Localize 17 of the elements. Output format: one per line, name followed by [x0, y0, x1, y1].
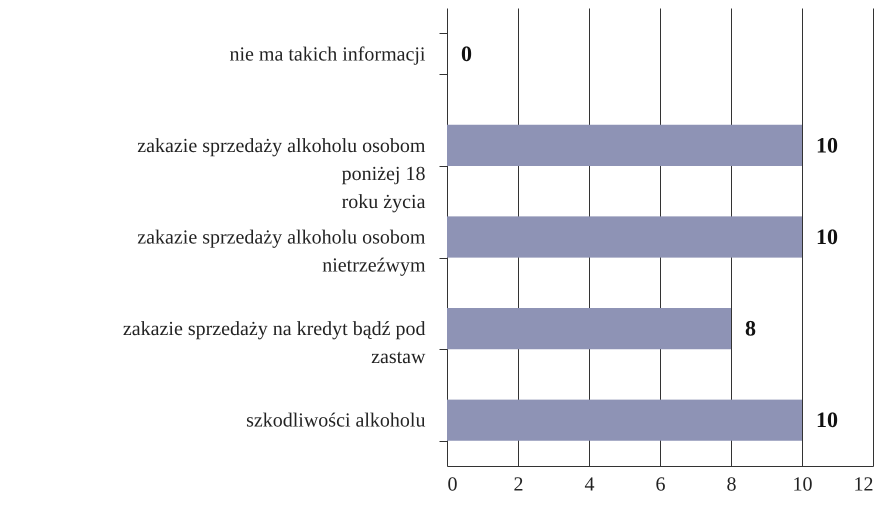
y-tick-label: zakazie sprzedaży alkoholu osobom nietrzeźwym	[137, 226, 426, 276]
data-label: 10	[816, 224, 838, 249]
y-tick-label: szkodliwości alkoholu	[246, 410, 426, 432]
x-tick-label: 0	[448, 474, 458, 496]
y-tick-label: nie ma takich informacji	[229, 43, 426, 66]
x-tick-label: 10	[792, 474, 812, 496]
y-tick-label: zakazie sprzedaży na kredyt bądź pod zastaw	[122, 318, 426, 368]
data-label: 10	[816, 407, 838, 432]
data-label: 10	[816, 132, 838, 158]
x-tick-label: 12	[854, 474, 874, 496]
x-tick-label: 4	[584, 474, 594, 496]
data-label: 0	[461, 40, 472, 66]
data-label: 8	[745, 316, 756, 341]
x-tick-label: 2	[514, 474, 524, 496]
x-tick-label: 8	[726, 474, 736, 496]
y-tick-label: zakazie sprzedaży alkoholu osobom poniżej 18 roku życia	[137, 134, 426, 213]
x-tick-label: 6	[656, 474, 666, 496]
